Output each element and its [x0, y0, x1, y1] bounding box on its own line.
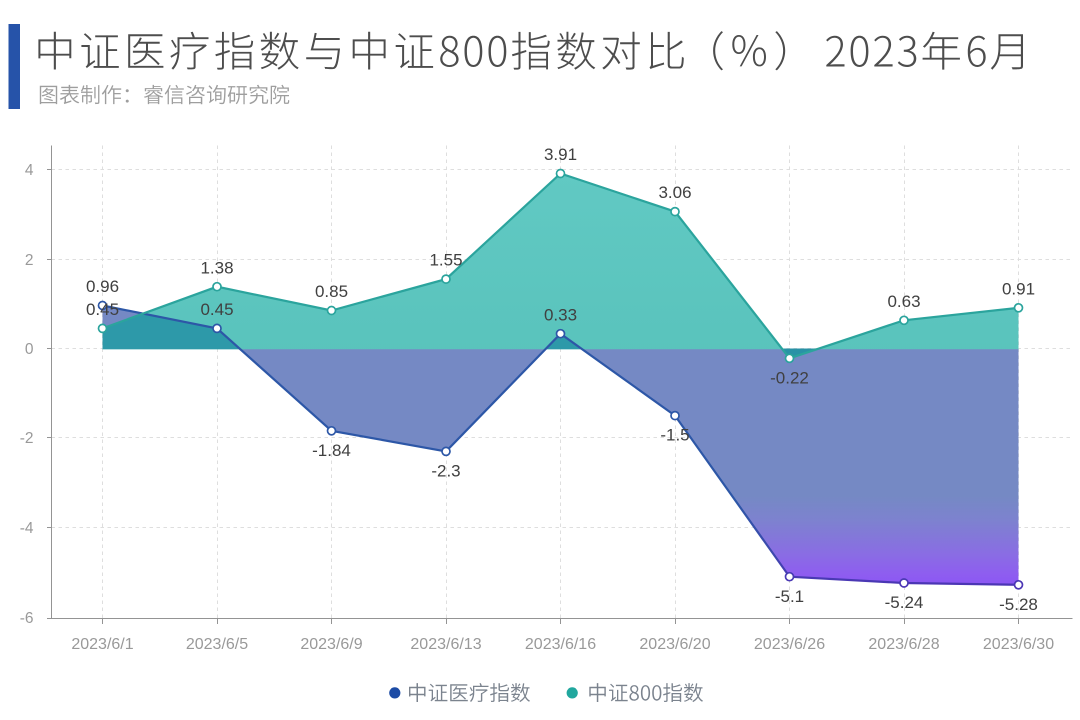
svg-text:0.96: 0.96 [86, 277, 119, 296]
svg-text:-5.24: -5.24 [885, 593, 924, 612]
svg-text:-5.28: -5.28 [999, 595, 1038, 614]
svg-text:2023/6/26: 2023/6/26 [754, 636, 825, 653]
svg-text:1.38: 1.38 [200, 258, 233, 277]
svg-text:-2: -2 [20, 430, 34, 447]
svg-text:0.33: 0.33 [544, 305, 577, 324]
svg-text:-2.3: -2.3 [431, 462, 460, 481]
svg-text:3.91: 3.91 [544, 145, 577, 164]
svg-text:4: 4 [25, 162, 34, 179]
svg-text:-1.84: -1.84 [312, 441, 351, 460]
svg-text:-5.1: -5.1 [775, 587, 804, 606]
svg-text:0: 0 [25, 341, 34, 358]
svg-text:0.45: 0.45 [200, 300, 233, 319]
svg-text:2023/6/5: 2023/6/5 [186, 636, 248, 653]
svg-text:2023/6/9: 2023/6/9 [300, 636, 362, 653]
svg-text:2023/6/28: 2023/6/28 [868, 636, 939, 653]
svg-text:2023/6/20: 2023/6/20 [639, 636, 710, 653]
svg-text:2023/6/16: 2023/6/16 [525, 636, 596, 653]
svg-text:0.91: 0.91 [1002, 279, 1035, 298]
svg-text:2023/6/13: 2023/6/13 [410, 636, 481, 653]
svg-text:1.55: 1.55 [429, 251, 462, 270]
svg-text:0.45: 0.45 [86, 300, 119, 319]
svg-text:2023/6/1: 2023/6/1 [71, 636, 133, 653]
svg-text:2023/6/30: 2023/6/30 [983, 636, 1054, 653]
svg-text:0.85: 0.85 [315, 282, 348, 301]
svg-text:-0.22: -0.22 [770, 368, 809, 387]
svg-text:3.06: 3.06 [658, 183, 691, 202]
svg-text:-1.5: -1.5 [660, 426, 689, 445]
svg-text:-6: -6 [20, 610, 34, 627]
svg-text:-4: -4 [20, 520, 34, 537]
svg-text:2: 2 [25, 252, 34, 269]
svg-text:0.63: 0.63 [887, 292, 920, 311]
